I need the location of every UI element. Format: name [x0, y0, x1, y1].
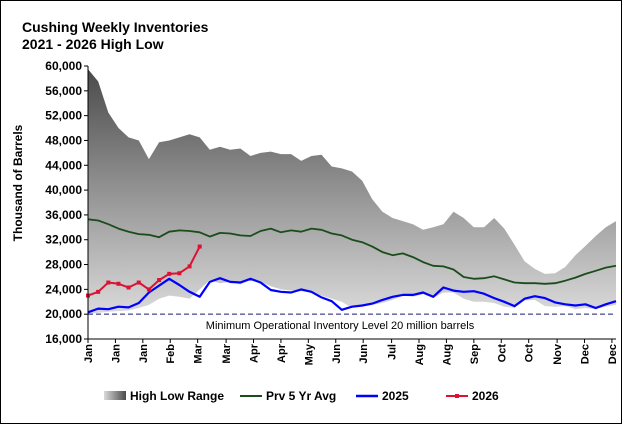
y-tick-label: 56,000: [45, 84, 82, 98]
legend: High Low Range Prv 5 Yr Avg 2025 2026: [104, 389, 499, 403]
y-tick-label: 32,000: [45, 233, 82, 247]
x-tick-label: Dec: [607, 344, 619, 364]
y-tick-label: 16,000: [45, 332, 82, 346]
data-point-2026: [146, 287, 151, 292]
y-tick-label: 48,000: [45, 133, 82, 147]
x-tick-label: Jun: [358, 344, 370, 364]
x-tick-label: Jan: [110, 344, 122, 363]
x-tick-label: Dec: [580, 344, 592, 364]
legend-label-range: High Low Range: [130, 389, 224, 403]
y-tick-label: 60,000: [45, 59, 82, 73]
chart-title: Cushing Weekly Inventories: [22, 19, 209, 35]
y-tick-label: 40,000: [45, 183, 82, 197]
series-line-2025: [87, 277, 617, 314]
x-tick-label: Jan: [138, 344, 150, 363]
data-point-2026: [96, 289, 101, 294]
data-point-2026: [197, 244, 202, 249]
y-tick-label: 28,000: [45, 258, 82, 272]
data-point-2026: [126, 285, 131, 290]
high-low-range-band: [88, 69, 616, 315]
x-tick-label: Jan: [83, 344, 95, 363]
x-tick-label: Feb: [165, 344, 177, 364]
x-tick-label: Jul: [387, 344, 399, 360]
legend-label-avg: Prv 5 Yr Avg: [266, 389, 336, 403]
data-point-2026: [177, 271, 182, 276]
data-point-2026: [167, 271, 172, 276]
x-tick-label: Sep: [469, 344, 481, 364]
legend-marker-2026: [455, 394, 459, 398]
legend-label-y2026: 2026: [472, 389, 499, 403]
y-tick-label: 36,000: [45, 208, 82, 222]
y-tick-label: 24,000: [45, 282, 82, 296]
data-point-2026: [106, 280, 111, 285]
legend-swatch-high-low-range: [104, 391, 126, 400]
x-tick-label: Nov: [552, 343, 564, 365]
x-tick-label: Jun: [331, 344, 343, 364]
y-tick-label: 44,000: [45, 158, 82, 172]
chart-subtitle: 2021 - 2026 High Low: [22, 36, 164, 52]
y-tick-label: 20,000: [45, 307, 82, 321]
x-tick-label: Aug: [414, 344, 426, 365]
data-point-2026: [157, 278, 162, 283]
x-tick-label: Oct: [496, 344, 508, 363]
x-tick-label: May: [303, 343, 315, 365]
series-line-prv-5-yr-avg: [87, 218, 617, 285]
data-point-2026: [187, 264, 192, 269]
x-tick-label: Aug: [441, 344, 453, 365]
y-tick-label: 52,000: [45, 109, 82, 123]
data-point-2026: [136, 280, 141, 285]
x-tick-label: Mar: [221, 343, 233, 363]
x-tick-label: Mar: [193, 343, 205, 363]
plot-area: Minimum Operational Inventory Level 20 m…: [45, 59, 619, 365]
x-tick-label: Oct: [524, 344, 536, 363]
minimum-level-annotation: Minimum Operational Inventory Level 20 m…: [206, 320, 475, 332]
x-tick-label: Apr: [276, 343, 288, 363]
y-axis-label: Thousand of Barrels: [11, 124, 25, 241]
data-point-2026: [116, 281, 121, 286]
legend-label-y2025: 2025: [382, 389, 409, 403]
x-tick-label: Apr: [249, 343, 261, 363]
